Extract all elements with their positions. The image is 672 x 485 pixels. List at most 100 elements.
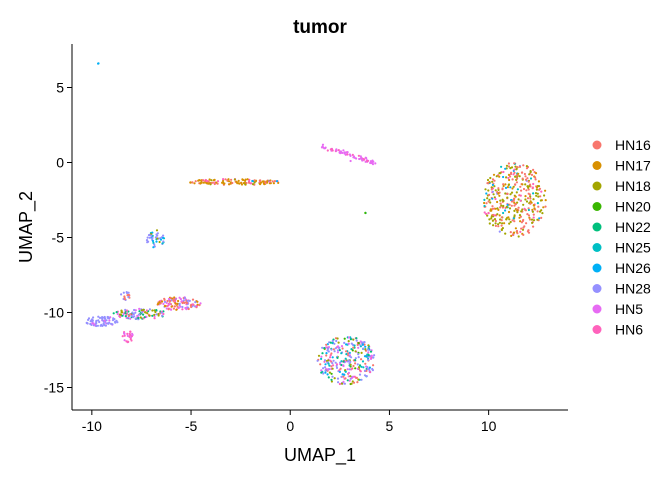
data-point-hn6	[248, 180, 251, 183]
data-point-hn28	[322, 367, 325, 370]
data-point-hn17	[488, 181, 491, 184]
data-point-hn28	[87, 317, 91, 320]
data-point-hn5	[352, 156, 355, 159]
data-point-hn16	[500, 219, 503, 222]
data-point-hn16	[523, 172, 527, 176]
data-point-hn16	[513, 171, 516, 174]
data-point-hn6	[126, 340, 129, 343]
data-point-hn5	[369, 161, 372, 165]
data-point-hn18	[505, 205, 508, 208]
data-point-hn26	[331, 356, 334, 359]
data-point-hn16	[518, 165, 522, 168]
data-point-hn5	[370, 354, 373, 357]
data-point-hn5	[342, 364, 345, 368]
data-point-hn17	[502, 184, 505, 188]
data-point-hn17	[244, 178, 247, 181]
data-point-hn28	[340, 375, 343, 378]
data-point-hn17	[170, 305, 173, 308]
data-point-hn17	[503, 222, 506, 225]
data-point-hn16	[352, 346, 355, 349]
data-point-hn18	[148, 314, 151, 317]
data-point-hn26	[159, 238, 163, 241]
data-point-hn16	[355, 376, 358, 379]
data-point-hn16	[544, 205, 547, 208]
data-point-hn6	[162, 312, 165, 316]
data-point-hn16	[532, 213, 535, 216]
data-point-hn16	[325, 343, 328, 346]
data-point-hn22	[143, 316, 146, 319]
legend-key	[592, 304, 602, 314]
data-point-hn5	[126, 334, 129, 337]
data-point-hn28	[98, 316, 102, 319]
data-point-hn18	[253, 181, 256, 184]
data-point-hn6	[531, 186, 535, 189]
data-point-hn17	[240, 183, 244, 186]
data-point-hn16	[534, 176, 537, 179]
data-point-hn16	[517, 206, 520, 209]
data-point-hn6	[329, 356, 332, 359]
data-point-hn26	[504, 167, 507, 170]
data-point-hn18	[244, 183, 247, 186]
data-point-hn5	[320, 355, 323, 358]
data-point-hn16	[330, 365, 333, 368]
data-point-hn18	[488, 222, 491, 225]
data-point-hn28	[133, 308, 136, 312]
data-point-hn28	[331, 339, 334, 342]
data-point-hn5	[134, 309, 137, 312]
data-point-hn28	[330, 348, 333, 351]
data-point-hn18	[515, 167, 518, 170]
legend-label: HN18	[615, 178, 651, 194]
data-point-hn5	[356, 367, 359, 370]
data-point-hn18	[146, 312, 149, 315]
data-point-hn6	[353, 375, 356, 378]
data-point-hn6	[523, 207, 526, 210]
data-point-hn18	[364, 348, 367, 351]
data-point-hn28	[162, 240, 165, 243]
data-point-hn16	[497, 225, 500, 228]
data-point-hn18	[505, 164, 509, 167]
data-point-hn17	[197, 179, 200, 182]
data-point-hn28	[360, 378, 363, 381]
data-point-hn16	[345, 350, 348, 353]
data-point-hn25	[344, 370, 347, 373]
data-point-hn5	[372, 160, 375, 163]
data-point-hn18	[509, 167, 512, 170]
data-point-hn5	[338, 150, 341, 154]
data-point-hn16	[163, 297, 166, 300]
data-point-hn25	[340, 360, 343, 363]
data-point-hn6	[494, 197, 497, 201]
data-point-hn16	[507, 162, 510, 165]
data-point-hn28	[334, 361, 337, 364]
data-point-hn18	[525, 165, 529, 168]
y-tick-label: -10	[44, 305, 64, 321]
data-point-hn5	[336, 351, 339, 354]
legend-key	[592, 243, 602, 252]
data-point-hn26	[502, 175, 505, 179]
data-point-hn16	[185, 301, 189, 305]
data-point-hn17	[507, 216, 510, 219]
data-point-hn6	[519, 199, 522, 202]
data-point-hn6	[532, 216, 535, 219]
data-point-hn28	[371, 367, 374, 371]
data-point-hn17	[537, 180, 541, 183]
data-point-hn16	[522, 233, 525, 236]
data-point-hn28	[102, 316, 106, 319]
data-point-hn28	[349, 360, 352, 363]
data-point-hn17	[534, 172, 538, 175]
data-point-hn16	[527, 188, 530, 191]
data-point-hn16	[173, 305, 176, 308]
data-point-hn18	[505, 218, 508, 221]
data-point-hn22	[340, 363, 343, 367]
data-point-hn18	[539, 210, 542, 213]
data-point-hn17	[223, 182, 226, 185]
data-point-hn18	[522, 203, 525, 206]
data-point-hn18	[498, 221, 501, 224]
data-point-hn28	[160, 311, 163, 314]
data-point-hn18	[347, 340, 350, 343]
data-point-hn18	[493, 218, 497, 221]
data-point-hn28	[97, 319, 100, 322]
legend-item-hn20: HN20	[592, 199, 651, 215]
data-point-hn28	[114, 320, 117, 323]
data-point-hn18	[537, 185, 541, 188]
data-point-hn16	[524, 178, 528, 181]
